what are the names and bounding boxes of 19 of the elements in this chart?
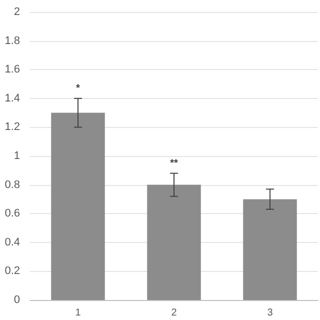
y-tick-label: 1.4 — [4, 92, 20, 104]
annotation: * — [76, 82, 80, 94]
y-tick-label: 0.6 — [4, 208, 20, 220]
y-tick-label: 1.2 — [4, 121, 20, 134]
y-tick-label: 0 — [14, 294, 20, 306]
y-tick-label: 0.8 — [4, 178, 20, 191]
annotation: ** — [170, 158, 178, 169]
bar — [147, 184, 201, 300]
y-tick-label: 1 — [14, 150, 20, 162]
x-tick-label: 1 — [75, 308, 82, 318]
x-tick-label: 3 — [267, 308, 274, 318]
y-tick-label: 1.8 — [4, 34, 20, 47]
x-tick-label: 2 — [171, 308, 178, 318]
bar — [51, 112, 105, 300]
bar — [243, 199, 297, 300]
y-tick-label: 0.4 — [4, 236, 20, 248]
y-tick-label: 0.2 — [4, 265, 20, 278]
y-tick-label: 2 — [14, 6, 20, 18]
y-tick-label: 1.6 — [4, 64, 20, 76]
